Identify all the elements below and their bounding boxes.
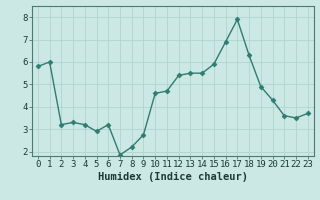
X-axis label: Humidex (Indice chaleur): Humidex (Indice chaleur) xyxy=(98,172,248,182)
